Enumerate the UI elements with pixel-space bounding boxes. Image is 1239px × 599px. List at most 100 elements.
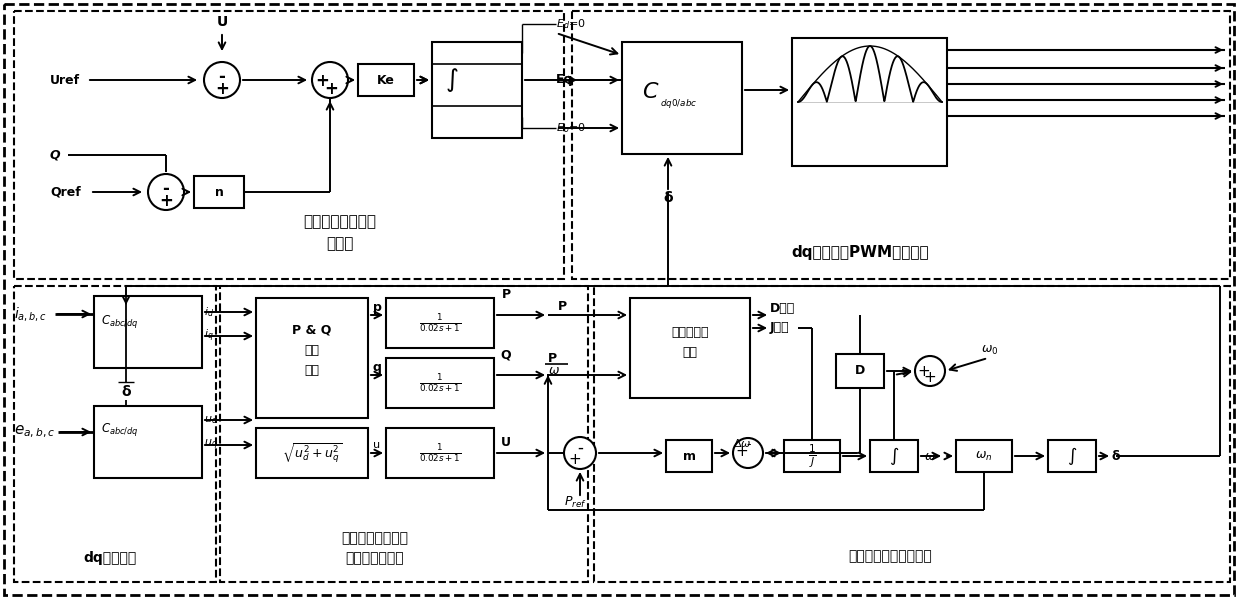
Text: D的值: D的值 <box>769 301 795 314</box>
Text: dq变换模块: dq变换模块 <box>83 551 136 565</box>
Text: +: + <box>569 452 581 467</box>
Text: $C$: $C$ <box>642 82 659 102</box>
Circle shape <box>733 438 763 468</box>
Text: +: + <box>216 80 229 98</box>
Bar <box>387 298 494 348</box>
Text: 模拟转子运动方程模块: 模拟转子运动方程模块 <box>849 549 932 563</box>
Text: ∫: ∫ <box>1067 447 1077 465</box>
Text: 强化学习控: 强化学习控 <box>672 325 709 338</box>
Text: D: D <box>855 365 865 377</box>
Text: $\omega$: $\omega$ <box>548 365 560 377</box>
Text: P & Q: P & Q <box>292 323 332 337</box>
Bar <box>14 286 216 582</box>
Text: ∫: ∫ <box>446 68 458 92</box>
Bar <box>221 286 589 582</box>
Text: $E_o$=0: $E_o$=0 <box>556 121 586 135</box>
Text: P: P <box>548 352 558 365</box>
Bar <box>870 440 918 472</box>
Bar <box>957 440 1012 472</box>
Text: dq反变换和PWM调制模块: dq反变换和PWM调制模块 <box>792 244 929 259</box>
Text: $\frac{1}{0.02s+1}$: $\frac{1}{0.02s+1}$ <box>419 372 461 394</box>
Text: q: q <box>373 361 382 374</box>
Text: ∫: ∫ <box>890 447 898 465</box>
Text: U: U <box>217 15 228 29</box>
Bar <box>836 354 883 388</box>
Text: $i_{a,b,c}$: $i_{a,b,c}$ <box>14 305 47 323</box>
Text: $\Delta\omega$: $\Delta\omega$ <box>732 437 751 449</box>
Text: Ke: Ke <box>377 74 395 86</box>
Text: δ: δ <box>663 191 673 205</box>
Text: +: + <box>315 72 328 90</box>
Text: $i_q$: $i_q$ <box>204 328 213 344</box>
Text: $i_d$: $i_d$ <box>204 305 214 319</box>
Text: Q: Q <box>501 349 512 362</box>
Text: -: - <box>747 438 751 452</box>
Bar <box>1048 440 1097 472</box>
Text: $\frac{1}{0.02s+1}$: $\frac{1}{0.02s+1}$ <box>419 312 461 334</box>
Bar <box>94 296 202 368</box>
Bar <box>387 358 494 408</box>
Text: δ: δ <box>121 385 131 399</box>
Text: $E_d$=0: $E_d$=0 <box>556 17 586 31</box>
Text: -: - <box>577 439 582 457</box>
Text: $e_{a,b,c}$: $e_{a,b,c}$ <box>14 424 56 440</box>
Bar <box>358 64 414 96</box>
Text: $P_{ref}$: $P_{ref}$ <box>564 494 586 510</box>
Text: +: + <box>923 371 937 386</box>
Circle shape <box>564 437 596 469</box>
Text: +: + <box>159 192 173 210</box>
Bar <box>593 286 1230 582</box>
Text: Eq: Eq <box>556 74 574 86</box>
Text: +: + <box>325 80 338 98</box>
Bar <box>629 298 750 398</box>
Bar <box>667 440 712 472</box>
Text: Q: Q <box>50 149 61 162</box>
Text: u: u <box>373 440 380 450</box>
Text: $\frac{1}{J}$: $\frac{1}{J}$ <box>808 442 817 470</box>
Text: Uref: Uref <box>50 74 81 86</box>
Text: -: - <box>162 180 170 198</box>
Text: $\omega_n$: $\omega_n$ <box>975 449 992 462</box>
Text: +: + <box>736 444 748 459</box>
Bar <box>256 428 368 478</box>
Text: P: P <box>558 300 567 313</box>
Text: m: m <box>683 449 695 462</box>
Text: δ: δ <box>1111 449 1120 462</box>
Circle shape <box>147 174 185 210</box>
Text: U: U <box>501 437 510 449</box>
Text: $\sqrt{u_d^2+u_q^2}$: $\sqrt{u_d^2+u_q^2}$ <box>281 441 342 465</box>
Bar <box>195 176 244 208</box>
Text: p: p <box>373 301 382 314</box>
Circle shape <box>312 62 348 98</box>
Circle shape <box>204 62 240 98</box>
Bar <box>256 298 368 418</box>
Bar <box>622 42 742 154</box>
Text: n: n <box>214 186 223 198</box>
Bar <box>94 406 202 478</box>
Text: 制器: 制器 <box>683 346 698 358</box>
Text: 功率: 功率 <box>305 343 320 356</box>
Bar <box>387 428 494 478</box>
Text: P: P <box>502 289 510 301</box>
Text: -: - <box>218 68 225 86</box>
Text: $\omega$: $\omega$ <box>924 449 935 462</box>
Text: 有功无功和端电压: 有功无功和端电压 <box>342 531 409 545</box>
Text: +: + <box>918 364 930 379</box>
Text: Qref: Qref <box>50 186 81 198</box>
Bar <box>572 11 1230 279</box>
Text: 调制波信号幅值计: 调制波信号幅值计 <box>304 214 377 229</box>
Bar <box>432 42 522 138</box>
Text: $C_{abc/dq}$: $C_{abc/dq}$ <box>102 313 139 331</box>
Text: $_{dq0/abc}$: $_{dq0/abc}$ <box>660 98 698 110</box>
Text: $u_d$: $u_d$ <box>204 414 218 426</box>
Text: $\omega_0$: $\omega_0$ <box>981 343 999 356</box>
Text: 计算: 计算 <box>305 364 320 377</box>
Text: $\frac{1}{0.02s+1}$: $\frac{1}{0.02s+1}$ <box>419 442 461 464</box>
Text: $u_q$: $u_q$ <box>204 438 218 452</box>
Bar <box>784 440 840 472</box>
Bar <box>14 11 564 279</box>
Circle shape <box>914 356 945 386</box>
Text: 算模块: 算模块 <box>326 237 353 252</box>
Bar <box>792 38 947 166</box>
Text: $C_{abc/dq}$: $C_{abc/dq}$ <box>102 422 139 438</box>
